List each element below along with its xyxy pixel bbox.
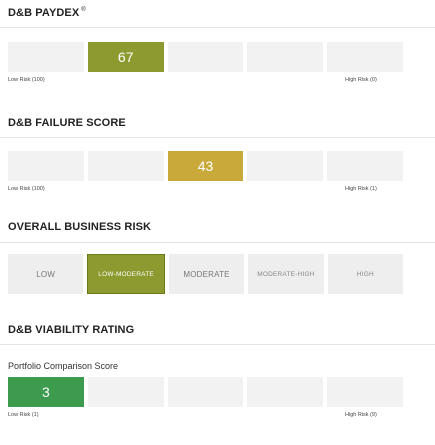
paydex-segment-4 (247, 42, 324, 72)
viability-score-segment: 3 (8, 377, 84, 407)
paydex-high-label: High Risk (0) (345, 77, 377, 83)
business-risk-title: OVERALL BUSINESS RISK (8, 221, 152, 233)
viability-divider (0, 344, 435, 345)
risk-level-low-moderate: LOW-MODERATE (87, 254, 165, 294)
viability-segment-2 (87, 377, 164, 407)
failure-score-segment: 43 (167, 151, 244, 181)
viability-segment-4 (247, 377, 324, 407)
viability-high-label: High Risk (9) (345, 412, 377, 418)
failure-score-title: D&B FAILURE SCORE (8, 117, 126, 129)
business-risk-divider (0, 242, 435, 243)
viability-segment-3 (167, 377, 244, 407)
viability-scale: 3 (8, 377, 403, 407)
risk-level-low: LOW (8, 254, 84, 294)
viability-title: D&B VIABILITY RATING (8, 324, 135, 336)
failure-scale: 43 (8, 151, 403, 181)
portfolio-comparison-label: Portfolio Comparison Score (8, 361, 119, 371)
paydex-segment-3 (167, 42, 244, 72)
viability-segment-5 (327, 377, 403, 407)
paydex-title: D&B PAYDEX ® (8, 7, 86, 19)
failure-segment-1 (8, 151, 84, 181)
trademark-mark: ® (81, 7, 86, 14)
risk-level-moderate-high: MODERATE-HIGH (248, 254, 324, 294)
failure-divider (0, 137, 435, 138)
viability-low-label: Low Risk (1) (8, 412, 39, 418)
paydex-score-segment: 67 (87, 42, 164, 72)
failure-score: 43 (197, 158, 214, 174)
paydex-low-label: Low Risk (100) (8, 77, 45, 83)
failure-low-label: Low Risk (100) (8, 186, 45, 192)
viability-score: 3 (42, 384, 50, 400)
paydex-title-text: D&B PAYDEX (8, 7, 80, 19)
risk-level-moderate: MODERATE (168, 254, 245, 294)
failure-high-label: High Risk (1) (345, 186, 377, 192)
failure-segment-5 (327, 151, 403, 181)
paydex-scale: 67 (8, 42, 403, 72)
paydex-segment-1 (8, 42, 84, 72)
risk-level-high: HIGH (327, 254, 404, 294)
paydex-divider (0, 27, 435, 28)
paydex-segment-5 (327, 42, 403, 72)
paydex-score: 67 (117, 49, 134, 65)
failure-segment-4 (247, 151, 324, 181)
business-risk-scale: LOW LOW-MODERATE MODERATE MODERATE-HIGH … (8, 254, 404, 294)
failure-segment-2 (87, 151, 164, 181)
